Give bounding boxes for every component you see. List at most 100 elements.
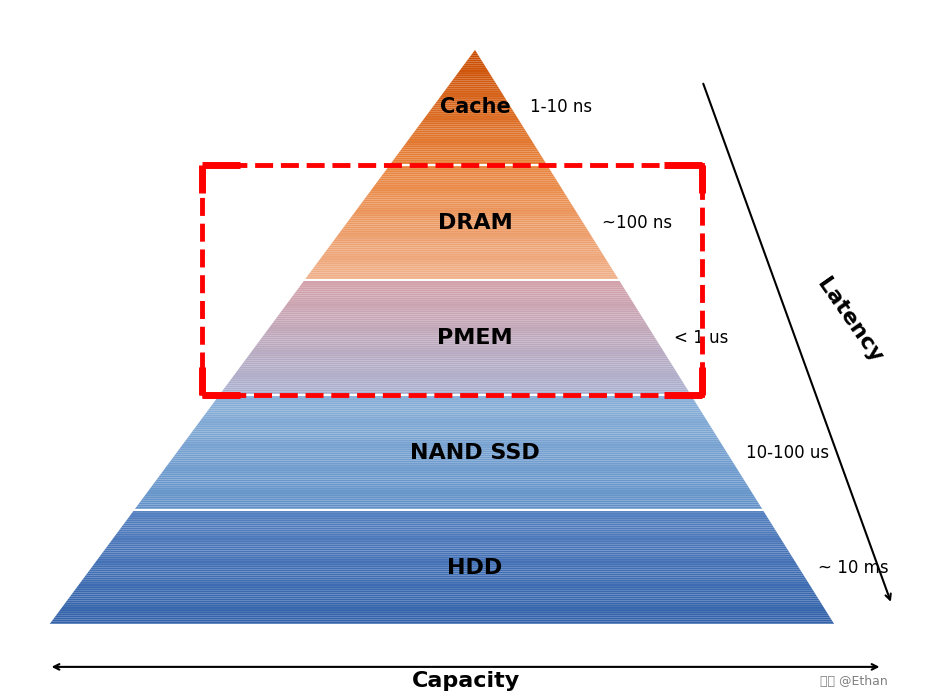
Text: 知乎 @Ethan: 知乎 @Ethan bbox=[820, 674, 887, 688]
Polygon shape bbox=[349, 219, 581, 221]
Polygon shape bbox=[203, 414, 704, 416]
Polygon shape bbox=[65, 602, 822, 604]
Polygon shape bbox=[444, 90, 502, 92]
Polygon shape bbox=[286, 303, 635, 305]
Polygon shape bbox=[440, 96, 505, 98]
Polygon shape bbox=[418, 125, 523, 127]
Polygon shape bbox=[308, 274, 617, 276]
Polygon shape bbox=[254, 347, 662, 349]
Polygon shape bbox=[70, 594, 817, 596]
Polygon shape bbox=[128, 516, 768, 518]
Polygon shape bbox=[420, 122, 522, 125]
Polygon shape bbox=[125, 520, 770, 522]
Polygon shape bbox=[414, 130, 526, 132]
Polygon shape bbox=[361, 201, 571, 203]
Polygon shape bbox=[355, 209, 576, 211]
Polygon shape bbox=[54, 616, 830, 617]
Polygon shape bbox=[384, 171, 552, 173]
Polygon shape bbox=[140, 500, 758, 503]
Polygon shape bbox=[364, 198, 569, 200]
Polygon shape bbox=[251, 351, 665, 353]
Polygon shape bbox=[403, 145, 536, 148]
Polygon shape bbox=[249, 353, 666, 355]
Polygon shape bbox=[466, 59, 483, 61]
Polygon shape bbox=[208, 409, 700, 411]
Polygon shape bbox=[443, 92, 503, 94]
Polygon shape bbox=[127, 518, 769, 520]
Polygon shape bbox=[165, 466, 736, 468]
Polygon shape bbox=[341, 228, 588, 230]
Polygon shape bbox=[406, 142, 534, 144]
Polygon shape bbox=[404, 144, 535, 145]
Polygon shape bbox=[147, 491, 752, 493]
Polygon shape bbox=[324, 251, 602, 253]
Polygon shape bbox=[275, 319, 644, 320]
Polygon shape bbox=[130, 514, 767, 516]
Polygon shape bbox=[454, 77, 493, 79]
Polygon shape bbox=[438, 98, 506, 100]
Polygon shape bbox=[87, 571, 803, 574]
Polygon shape bbox=[377, 180, 558, 182]
Polygon shape bbox=[366, 196, 567, 198]
Polygon shape bbox=[150, 487, 750, 489]
Polygon shape bbox=[263, 334, 654, 335]
Polygon shape bbox=[446, 86, 499, 88]
Polygon shape bbox=[271, 324, 648, 326]
Text: < 1 us: < 1 us bbox=[674, 329, 729, 347]
Polygon shape bbox=[357, 207, 575, 209]
Polygon shape bbox=[83, 578, 807, 579]
Polygon shape bbox=[53, 617, 831, 619]
Polygon shape bbox=[219, 393, 691, 395]
Polygon shape bbox=[411, 134, 529, 136]
Polygon shape bbox=[174, 454, 730, 457]
Text: 1-10 ns: 1-10 ns bbox=[530, 98, 592, 116]
Polygon shape bbox=[183, 441, 721, 443]
Polygon shape bbox=[220, 391, 690, 393]
Polygon shape bbox=[437, 100, 507, 102]
Polygon shape bbox=[80, 581, 808, 583]
Polygon shape bbox=[168, 462, 734, 464]
Text: ~ 10 ms: ~ 10 ms bbox=[818, 559, 888, 577]
Polygon shape bbox=[294, 292, 627, 294]
Text: PMEM: PMEM bbox=[437, 328, 513, 347]
Polygon shape bbox=[265, 332, 653, 334]
Polygon shape bbox=[426, 115, 517, 117]
Polygon shape bbox=[448, 84, 498, 86]
Polygon shape bbox=[268, 328, 650, 330]
Polygon shape bbox=[352, 213, 579, 215]
Polygon shape bbox=[474, 50, 476, 52]
Polygon shape bbox=[344, 224, 585, 226]
Polygon shape bbox=[313, 267, 612, 269]
Polygon shape bbox=[400, 150, 539, 152]
Polygon shape bbox=[391, 161, 546, 163]
Polygon shape bbox=[119, 530, 776, 531]
Polygon shape bbox=[226, 383, 685, 386]
Polygon shape bbox=[51, 619, 832, 622]
Polygon shape bbox=[283, 307, 636, 309]
Polygon shape bbox=[56, 614, 829, 616]
Polygon shape bbox=[306, 276, 618, 278]
Polygon shape bbox=[320, 257, 606, 259]
Polygon shape bbox=[155, 480, 745, 482]
Polygon shape bbox=[137, 505, 761, 507]
Polygon shape bbox=[96, 560, 795, 562]
Polygon shape bbox=[111, 539, 782, 541]
Polygon shape bbox=[429, 109, 513, 111]
Polygon shape bbox=[360, 203, 572, 205]
Polygon shape bbox=[337, 234, 592, 236]
Polygon shape bbox=[329, 246, 598, 248]
Polygon shape bbox=[279, 313, 640, 315]
Polygon shape bbox=[285, 305, 636, 307]
Polygon shape bbox=[148, 489, 750, 491]
Polygon shape bbox=[103, 551, 789, 553]
Polygon shape bbox=[451, 81, 495, 83]
Polygon shape bbox=[370, 190, 563, 192]
Polygon shape bbox=[350, 216, 580, 219]
Polygon shape bbox=[163, 468, 738, 470]
Polygon shape bbox=[133, 510, 764, 512]
Polygon shape bbox=[59, 610, 826, 612]
Polygon shape bbox=[160, 474, 741, 475]
Polygon shape bbox=[175, 452, 728, 454]
Polygon shape bbox=[158, 475, 743, 477]
Polygon shape bbox=[180, 447, 725, 449]
